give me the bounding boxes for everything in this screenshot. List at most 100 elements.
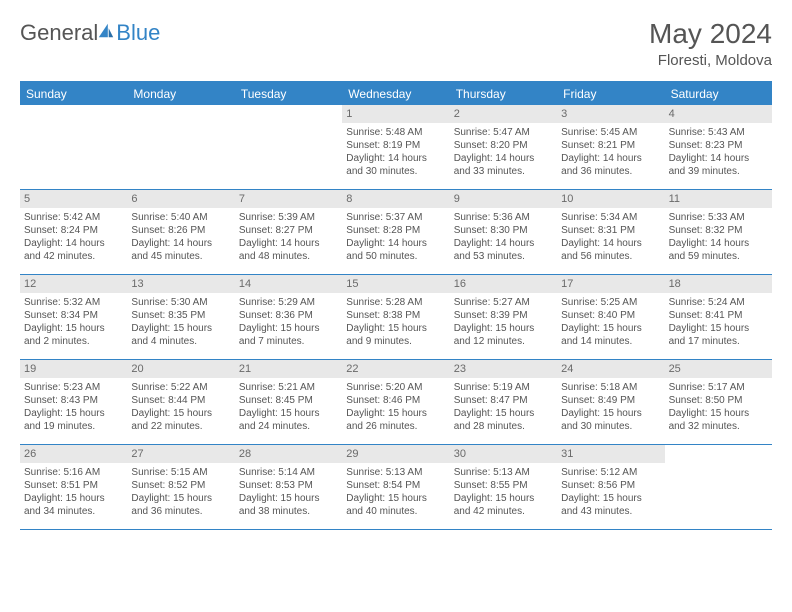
- sunset-text: Sunset: 8:44 PM: [131, 394, 230, 407]
- day-number: [665, 445, 772, 463]
- day-cell: 13Sunrise: 5:30 AMSunset: 8:35 PMDayligh…: [127, 275, 234, 359]
- daylight-text: Daylight: 15 hours and 43 minutes.: [561, 492, 660, 518]
- daylight-text: Daylight: 15 hours and 2 minutes.: [24, 322, 123, 348]
- daylight-text: Daylight: 15 hours and 14 minutes.: [561, 322, 660, 348]
- day-number: 20: [127, 360, 234, 378]
- daylight-text: Daylight: 14 hours and 39 minutes.: [669, 152, 768, 178]
- sunrise-text: Sunrise: 5:32 AM: [24, 296, 123, 309]
- sunrise-text: Sunrise: 5:30 AM: [131, 296, 230, 309]
- day-number: 15: [342, 275, 449, 293]
- day-cell: 22Sunrise: 5:20 AMSunset: 8:46 PMDayligh…: [342, 360, 449, 444]
- sunrise-text: Sunrise: 5:19 AM: [454, 381, 553, 394]
- logo-text-blue: Blue: [116, 20, 160, 46]
- day-number: 21: [235, 360, 342, 378]
- day-number: 19: [20, 360, 127, 378]
- daylight-text: Daylight: 15 hours and 26 minutes.: [346, 407, 445, 433]
- daylight-text: Daylight: 15 hours and 40 minutes.: [346, 492, 445, 518]
- day-cell: 28Sunrise: 5:14 AMSunset: 8:53 PMDayligh…: [235, 445, 342, 529]
- week-row: 1Sunrise: 5:48 AMSunset: 8:19 PMDaylight…: [20, 105, 772, 190]
- daylight-text: Daylight: 14 hours and 48 minutes.: [239, 237, 338, 263]
- sunset-text: Sunset: 8:20 PM: [454, 139, 553, 152]
- day-number: 5: [20, 190, 127, 208]
- sunset-text: Sunset: 8:19 PM: [346, 139, 445, 152]
- sunset-text: Sunset: 8:24 PM: [24, 224, 123, 237]
- day-cell: 1Sunrise: 5:48 AMSunset: 8:19 PMDaylight…: [342, 105, 449, 189]
- day-cell: 4Sunrise: 5:43 AMSunset: 8:23 PMDaylight…: [665, 105, 772, 189]
- daylight-text: Daylight: 15 hours and 9 minutes.: [346, 322, 445, 348]
- sunset-text: Sunset: 8:27 PM: [239, 224, 338, 237]
- day-cell: 17Sunrise: 5:25 AMSunset: 8:40 PMDayligh…: [557, 275, 664, 359]
- daylight-text: Daylight: 14 hours and 33 minutes.: [454, 152, 553, 178]
- daylight-text: Daylight: 14 hours and 45 minutes.: [131, 237, 230, 263]
- sunrise-text: Sunrise: 5:20 AM: [346, 381, 445, 394]
- sunset-text: Sunset: 8:43 PM: [24, 394, 123, 407]
- daylight-text: Daylight: 14 hours and 56 minutes.: [561, 237, 660, 263]
- day-cell: 2Sunrise: 5:47 AMSunset: 8:20 PMDaylight…: [450, 105, 557, 189]
- sunrise-text: Sunrise: 5:47 AM: [454, 126, 553, 139]
- page-title: May 2024: [649, 18, 772, 50]
- sunset-text: Sunset: 8:38 PM: [346, 309, 445, 322]
- day-cell: 24Sunrise: 5:18 AMSunset: 8:49 PMDayligh…: [557, 360, 664, 444]
- day-cell: 14Sunrise: 5:29 AMSunset: 8:36 PMDayligh…: [235, 275, 342, 359]
- daylight-text: Daylight: 14 hours and 50 minutes.: [346, 237, 445, 263]
- daylight-text: Daylight: 15 hours and 32 minutes.: [669, 407, 768, 433]
- daylight-text: Daylight: 14 hours and 42 minutes.: [24, 237, 123, 263]
- sunset-text: Sunset: 8:30 PM: [454, 224, 553, 237]
- day-cell: 9Sunrise: 5:36 AMSunset: 8:30 PMDaylight…: [450, 190, 557, 274]
- day-number: 26: [20, 445, 127, 463]
- week-row: 19Sunrise: 5:23 AMSunset: 8:43 PMDayligh…: [20, 360, 772, 445]
- day-cell: [127, 105, 234, 189]
- day-number: 17: [557, 275, 664, 293]
- sunset-text: Sunset: 8:55 PM: [454, 479, 553, 492]
- day-of-week-cell: Wednesday: [342, 83, 449, 105]
- sunset-text: Sunset: 8:26 PM: [131, 224, 230, 237]
- day-cell: 27Sunrise: 5:15 AMSunset: 8:52 PMDayligh…: [127, 445, 234, 529]
- day-cell: 25Sunrise: 5:17 AMSunset: 8:50 PMDayligh…: [665, 360, 772, 444]
- sunset-text: Sunset: 8:51 PM: [24, 479, 123, 492]
- day-of-week-cell: Thursday: [450, 83, 557, 105]
- day-cell: 7Sunrise: 5:39 AMSunset: 8:27 PMDaylight…: [235, 190, 342, 274]
- day-cell: [665, 445, 772, 529]
- day-of-week-row: SundayMondayTuesdayWednesdayThursdayFrid…: [20, 83, 772, 105]
- day-cell: 29Sunrise: 5:13 AMSunset: 8:54 PMDayligh…: [342, 445, 449, 529]
- day-cell: 8Sunrise: 5:37 AMSunset: 8:28 PMDaylight…: [342, 190, 449, 274]
- day-number: 23: [450, 360, 557, 378]
- header: General Blue May 2024 Floresti, Moldova: [20, 18, 772, 69]
- sunrise-text: Sunrise: 5:16 AM: [24, 466, 123, 479]
- sunrise-text: Sunrise: 5:24 AM: [669, 296, 768, 309]
- daylight-text: Daylight: 15 hours and 24 minutes.: [239, 407, 338, 433]
- day-number: [20, 105, 127, 123]
- day-cell: 18 Sunrise: 5:24 AMSunset: 8:41 PMDayligh…: [665, 275, 772, 359]
- sunset-text: Sunset: 8:50 PM: [669, 394, 768, 407]
- day-number: 6: [127, 190, 234, 208]
- day-number: 27: [127, 445, 234, 463]
- sunset-text: Sunset: 8:39 PM: [454, 309, 553, 322]
- daylight-text: Daylight: 15 hours and 4 minutes.: [131, 322, 230, 348]
- day-number: 14: [235, 275, 342, 293]
- day-cell: 26Sunrise: 5:16 AMSunset: 8:51 PMDayligh…: [20, 445, 127, 529]
- sunrise-text: Sunrise: 5:21 AM: [239, 381, 338, 394]
- day-cell: 19Sunrise: 5:23 AMSunset: 8:43 PMDayligh…: [20, 360, 127, 444]
- daylight-text: Daylight: 15 hours and 30 minutes.: [561, 407, 660, 433]
- day-of-week-cell: Monday: [127, 83, 234, 105]
- daylight-text: Daylight: 14 hours and 59 minutes.: [669, 237, 768, 263]
- sunset-text: Sunset: 8:53 PM: [239, 479, 338, 492]
- calendar: SundayMondayTuesdayWednesdayThursdayFrid…: [20, 83, 772, 530]
- day-number: 22: [342, 360, 449, 378]
- day-number: 18: [665, 275, 772, 293]
- day-number: 30: [450, 445, 557, 463]
- daylight-text: Daylight: 15 hours and 36 minutes.: [131, 492, 230, 518]
- sunrise-text: Sunrise: 5:12 AM: [561, 466, 660, 479]
- daylight-text: Daylight: 14 hours and 36 minutes.: [561, 152, 660, 178]
- day-number: 4: [665, 105, 772, 123]
- sunset-text: Sunset: 8:31 PM: [561, 224, 660, 237]
- title-block: May 2024 Floresti, Moldova: [649, 18, 772, 69]
- sunrise-text: Sunrise: 5:40 AM: [131, 211, 230, 224]
- day-cell: 16Sunrise: 5:27 AMSunset: 8:39 PMDayligh…: [450, 275, 557, 359]
- day-cell: 21Sunrise: 5:21 AMSunset: 8:45 PMDayligh…: [235, 360, 342, 444]
- sunset-text: Sunset: 8:32 PM: [669, 224, 768, 237]
- sunset-text: Sunset: 8:41 PM: [669, 309, 768, 322]
- daylight-text: Daylight: 15 hours and 17 minutes.: [669, 322, 768, 348]
- sunrise-text: Sunrise: 5:34 AM: [561, 211, 660, 224]
- day-cell: 10Sunrise: 5:34 AMSunset: 8:31 PMDayligh…: [557, 190, 664, 274]
